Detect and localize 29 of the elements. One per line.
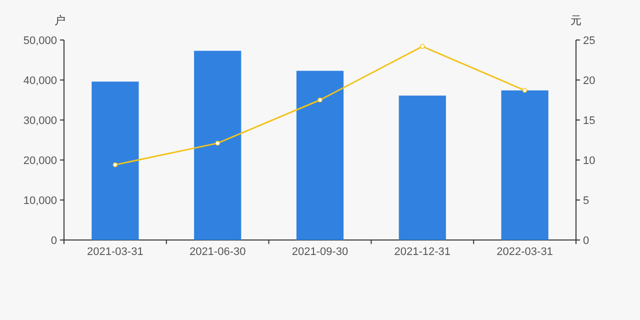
bar xyxy=(194,50,242,240)
point xyxy=(522,88,528,93)
point xyxy=(215,140,220,146)
y-axis-title: 户 xyxy=(54,14,66,27)
bar xyxy=(296,70,344,240)
y-tick-label: 20,000 xyxy=(23,155,57,167)
x-tick-label: 2021-09-30 xyxy=(292,246,348,258)
y2-axis-title: 元 xyxy=(570,15,582,27)
y2-tick-label: 10 xyxy=(583,155,596,167)
y-tick-label: 50,000 xyxy=(23,35,57,47)
bar xyxy=(92,82,139,240)
y2-tick-label: 20 xyxy=(583,75,596,87)
point xyxy=(420,44,425,49)
bar xyxy=(501,90,548,240)
y-tick-label: 40,000 xyxy=(23,75,57,87)
x-tick-label: 2021-03-31 xyxy=(87,246,144,258)
bar xyxy=(398,96,446,240)
y-tick-label: 10,000 xyxy=(23,195,57,207)
y2-tick-label: 25 xyxy=(583,35,596,47)
y2-tick-label: 0 xyxy=(583,235,590,247)
point xyxy=(112,162,118,168)
y-tick-label: 30,000 xyxy=(23,115,57,127)
x-tick-label: 2022-03-31 xyxy=(496,246,553,258)
x-tick-label: 2021-06-30 xyxy=(189,246,246,258)
x-tick-label: 2021-12-31 xyxy=(394,246,451,258)
y-tick-label: 0 xyxy=(50,235,57,247)
y2-tick-label: 5 xyxy=(583,195,590,207)
point xyxy=(318,98,322,102)
y2-tick-label: 15 xyxy=(583,115,596,127)
